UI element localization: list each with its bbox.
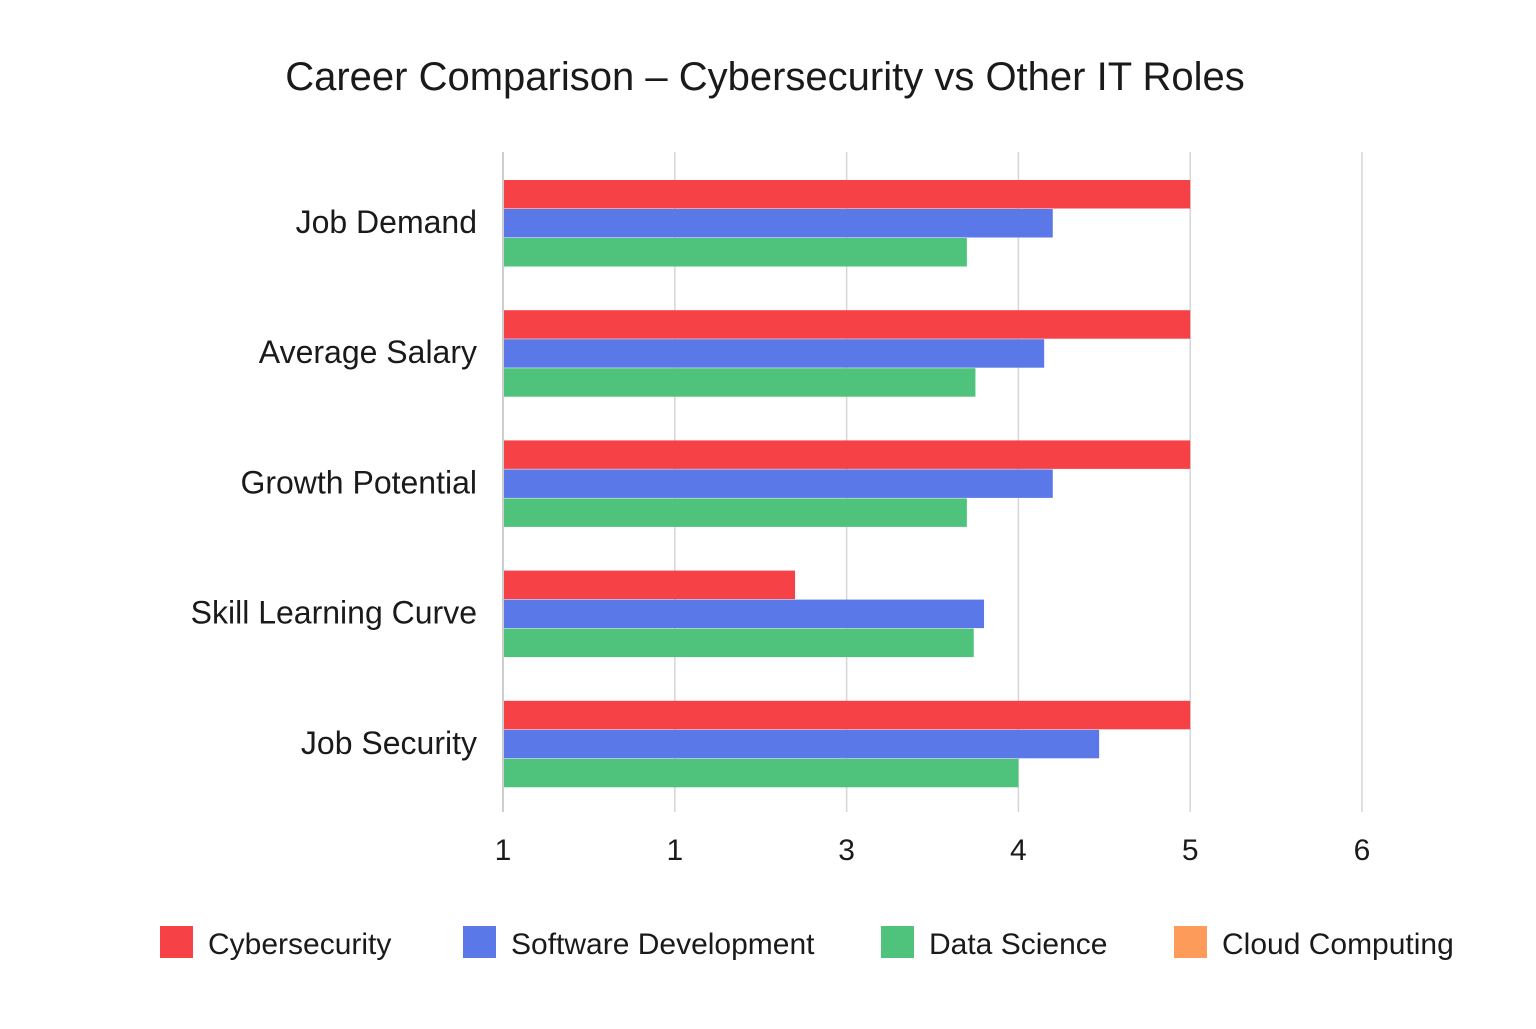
- bar-data-science: [504, 758, 1019, 788]
- bar-software-development: [504, 469, 1053, 498]
- x-tick-label: 1: [495, 834, 512, 867]
- category-labels: Job Demand Average Salary Growth Potential…: [191, 204, 477, 761]
- x-tick-label: 4: [1010, 834, 1027, 867]
- bar-data-science: [504, 628, 974, 658]
- bar-cybersecurity: [504, 180, 1191, 209]
- x-tick-label: 3: [838, 834, 855, 867]
- bar-cybersecurity: [504, 440, 1191, 469]
- category-label: Job Security: [301, 725, 477, 761]
- bar-data-science: [504, 238, 967, 267]
- legend-swatch: [463, 926, 496, 958]
- legend-label: Cybersecurity: [208, 928, 391, 961]
- legend-label: Software Development: [511, 928, 815, 961]
- category-label: Growth Potential: [240, 464, 477, 500]
- bar-cybersecurity: [504, 570, 796, 600]
- legend-label: Data Science: [929, 928, 1107, 961]
- bar-cybersecurity: [504, 700, 1191, 730]
- x-tick-label: 1: [666, 834, 683, 867]
- bar-software-development: [504, 729, 1100, 759]
- legend: Cybersecurity Software Development Data Sc…: [160, 926, 1454, 961]
- category-label: Job Demand: [296, 204, 477, 240]
- x-tick-labels: 1 1 3 4 5 6: [495, 834, 1371, 867]
- category-label: Skill Learning Curve: [191, 595, 477, 631]
- bar-data-science: [504, 498, 967, 527]
- x-tick-label: 5: [1182, 834, 1199, 867]
- chart-title: Career Comparison – Cybersecurity vs Oth…: [285, 55, 1245, 99]
- bar-data-science: [504, 368, 976, 397]
- bars: [504, 180, 1191, 788]
- legend-swatch: [160, 926, 193, 958]
- legend-label: Cloud Computing: [1222, 928, 1454, 961]
- legend-swatch: [881, 926, 914, 958]
- category-label: Average Salary: [259, 334, 477, 370]
- x-tick-label: 6: [1354, 834, 1371, 867]
- bar-software-development: [504, 339, 1045, 368]
- bar-software-development: [504, 209, 1053, 238]
- legend-swatch: [1174, 926, 1207, 958]
- bar-software-development: [504, 599, 985, 629]
- bar-cybersecurity: [504, 310, 1191, 339]
